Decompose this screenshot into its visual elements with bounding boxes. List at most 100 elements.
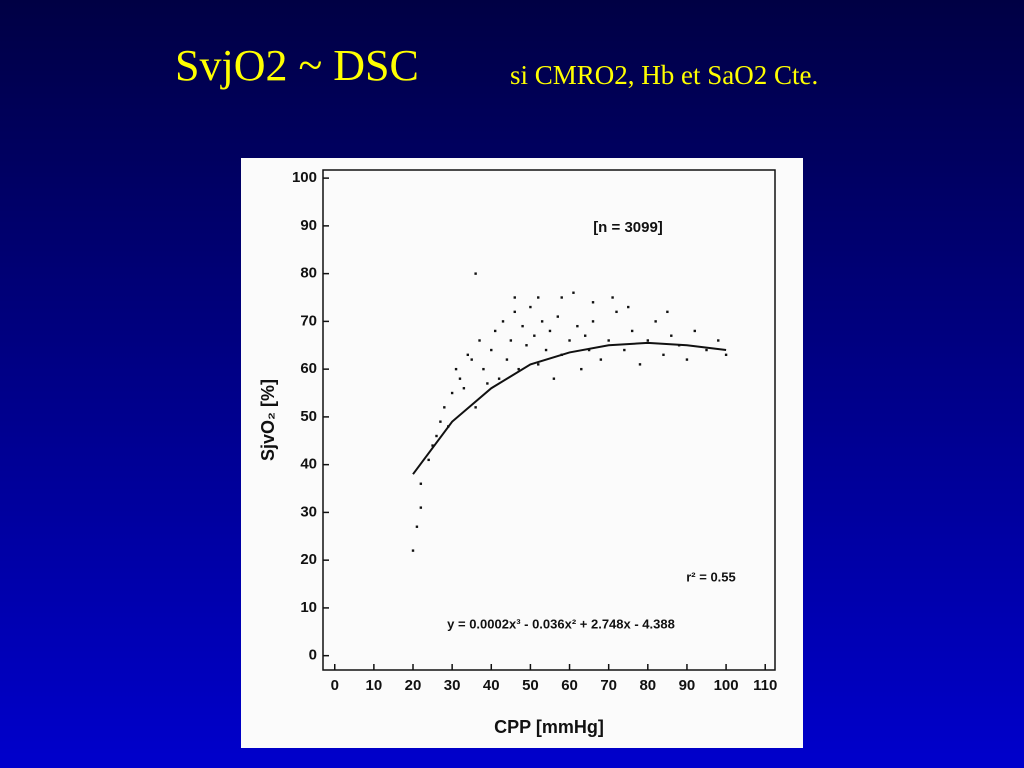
data-point	[415, 525, 419, 528]
x-tick-label: 50	[522, 677, 539, 694]
data-point	[427, 458, 430, 462]
data-point	[724, 353, 728, 357]
data-point	[646, 339, 650, 342]
data-point	[450, 391, 454, 395]
figure-background	[241, 158, 803, 748]
data-point	[497, 377, 501, 380]
data-point	[548, 329, 552, 333]
y-tick-label: 100	[292, 169, 317, 186]
x-tick-label: 60	[561, 677, 578, 694]
data-point	[474, 406, 477, 409]
data-point	[552, 377, 556, 380]
y-tick-label: 20	[300, 551, 317, 568]
data-point	[454, 367, 458, 371]
data-point	[576, 324, 579, 328]
data-point	[705, 348, 708, 352]
x-tick-label: 90	[679, 677, 696, 694]
data-point	[591, 301, 595, 304]
x-tick-label: 0	[331, 677, 339, 694]
x-tick-label: 80	[639, 677, 656, 694]
data-point	[517, 367, 520, 371]
data-point	[505, 358, 509, 361]
annotation: y = 0.0002x³ - 0.036x² + 2.748x - 4.388	[447, 616, 675, 631]
x-tick-label: 100	[714, 677, 739, 694]
data-point	[493, 329, 497, 333]
x-tick-label: 20	[405, 677, 422, 694]
data-point	[521, 324, 524, 328]
y-tick-label: 10	[300, 599, 317, 616]
data-point	[533, 334, 536, 337]
y-tick-label: 0	[309, 647, 317, 664]
data-point	[537, 296, 540, 299]
y-axis-label: SjvO₂ [%]	[258, 379, 278, 461]
data-point	[638, 363, 642, 366]
data-point	[670, 334, 673, 337]
data-point	[685, 358, 689, 361]
data-point	[540, 320, 544, 323]
data-point	[666, 310, 669, 314]
chart: [n = 3099] r² = 0.55 y = 0.0002x³ - 0.03…	[241, 158, 803, 748]
x-axis-label: CPP [mmHg]	[494, 717, 604, 737]
x-tick-label: 70	[600, 677, 617, 694]
data-point	[568, 339, 571, 342]
x-tick-label: 40	[483, 677, 500, 694]
data-point	[544, 348, 548, 352]
y-tick-label: 90	[300, 217, 317, 234]
data-point	[654, 320, 657, 323]
y-tick-label: 60	[300, 360, 317, 377]
data-point	[529, 305, 532, 309]
y-tick-label: 80	[300, 265, 317, 282]
data-point	[431, 444, 434, 447]
x-tick-label: 110	[753, 677, 777, 694]
data-point	[537, 363, 540, 366]
data-point	[556, 315, 560, 318]
data-point	[580, 367, 583, 371]
data-point	[611, 296, 614, 299]
data-point	[474, 272, 477, 275]
data-point	[591, 320, 595, 323]
y-tick-label: 70	[300, 312, 317, 329]
data-point	[458, 377, 462, 380]
data-point	[509, 339, 513, 342]
data-point	[560, 296, 563, 299]
y-tick-label: 30	[300, 503, 317, 520]
data-point	[470, 358, 473, 361]
data-point	[627, 305, 630, 309]
x-tick-label: 30	[444, 677, 461, 694]
data-point	[583, 334, 587, 337]
data-point	[501, 320, 505, 323]
data-point	[630, 329, 634, 333]
data-point	[607, 339, 610, 342]
data-point	[572, 291, 575, 294]
data-point	[482, 367, 485, 371]
data-point	[599, 358, 603, 361]
data-point	[443, 406, 446, 409]
data-point	[486, 382, 489, 385]
slide-subtitle: si CMRO2, Hb et SaO2 Cte.	[510, 60, 819, 90]
data-point	[513, 296, 516, 299]
annotation: r² = 0.55	[686, 569, 736, 584]
data-point	[419, 482, 423, 485]
y-tick-label: 40	[300, 456, 317, 473]
data-point	[615, 310, 618, 314]
x-tick-label: 10	[366, 677, 383, 694]
data-point	[662, 353, 665, 357]
data-point	[411, 549, 415, 552]
data-point	[439, 420, 442, 423]
data-point	[462, 387, 466, 390]
data-point	[490, 348, 493, 352]
data-point	[587, 348, 591, 352]
data-point	[717, 339, 720, 342]
data-point	[466, 353, 469, 357]
annotation: [n = 3099]	[593, 219, 663, 236]
data-point	[623, 348, 626, 352]
data-point	[513, 310, 516, 314]
data-point	[435, 434, 438, 438]
data-point	[525, 344, 528, 347]
data-point	[478, 339, 481, 342]
y-tick-label: 50	[300, 408, 317, 425]
data-point	[419, 506, 423, 509]
data-point	[693, 329, 696, 333]
plot-frame	[322, 169, 776, 671]
